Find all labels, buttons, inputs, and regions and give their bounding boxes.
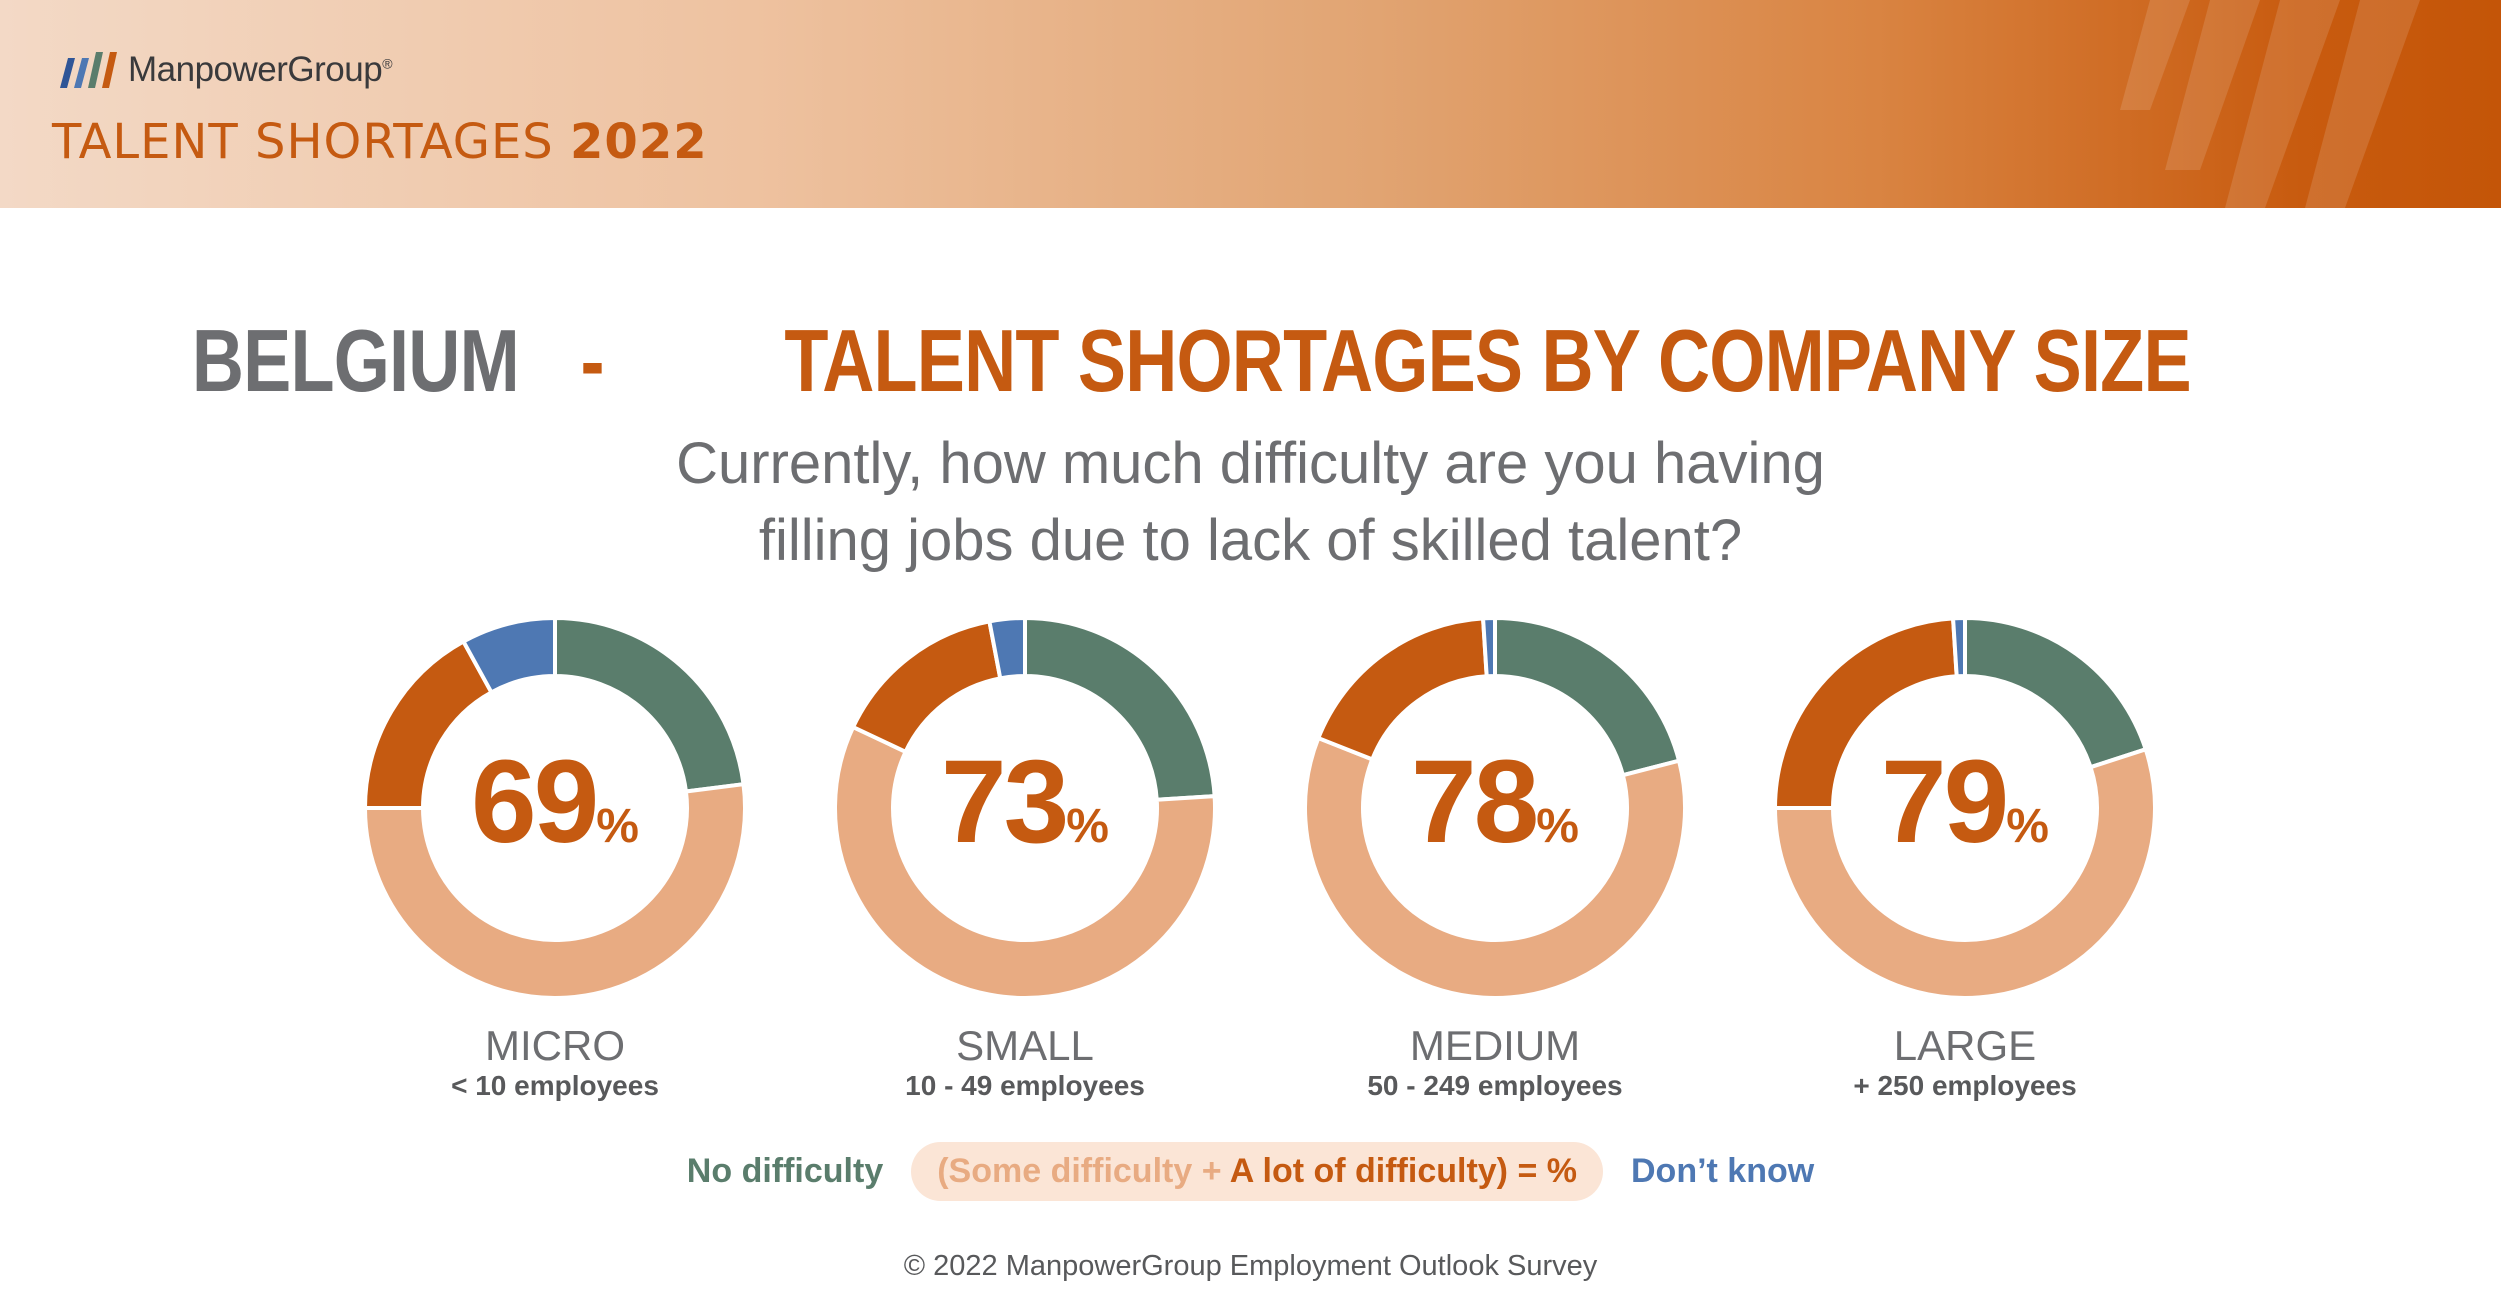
donut-total-value: 79 xyxy=(1881,736,2009,868)
donut-total-unit: % xyxy=(596,800,639,853)
donut-total-unit: % xyxy=(1536,800,1579,853)
category-label-small: SMALL xyxy=(956,1022,1094,1069)
banner-stripes-decoration xyxy=(2120,0,2420,208)
question-line-2: filling jobs due to lack of skilled tale… xyxy=(758,508,1743,573)
legend-difficulty-pill: (Some difficulty + A lot of difficulty) … xyxy=(911,1142,1603,1201)
legend-dont-know: Don’t know xyxy=(1631,1152,1815,1190)
donut-segment-small-some-difficulty xyxy=(833,724,1218,1000)
donut-segment-micro-dont-know xyxy=(460,615,557,696)
chart-title: BELGIUM - TALENT SHORTAGES BY COMPANY SI… xyxy=(0,310,2501,412)
donut-segment-large-dont-know xyxy=(1950,615,1967,679)
donut-total-unit: % xyxy=(1066,800,1109,853)
category-sublabel-large: + 250 employees xyxy=(1853,1070,2077,1101)
donut-segment-small-dont-know xyxy=(987,615,1027,681)
report-title: TALENT SHORTAGES 2022 xyxy=(52,114,708,170)
category-label-large: LARGE xyxy=(1893,1022,2037,1069)
footer-copyright: © 2022 ManpowerGroup Employment Outlook … xyxy=(903,1250,1598,1282)
donut-segment-small-lot-of-difficulty xyxy=(850,619,1003,755)
report-title-text: TALENT SHORTAGES xyxy=(52,114,554,170)
donut-total-unit: % xyxy=(2006,800,2049,853)
chart-legend: No difficulty (Some difficulty + A lot o… xyxy=(0,1142,2501,1201)
legend-equals-percent: = % xyxy=(1508,1152,1577,1190)
donut-total-value: 69 xyxy=(471,736,599,868)
category-sublabel-medium: 50 - 249 employees xyxy=(1367,1070,1623,1101)
question-line-1: Currently, how much difficulty are you h… xyxy=(676,431,1825,496)
legend-lot-of-difficulty: A lot of difficulty) xyxy=(1229,1152,1509,1190)
donut-total-large: 79% xyxy=(1815,734,2115,870)
chart-title-country: BELGIUM xyxy=(191,311,520,410)
brand-logo[interactable]: ManpowerGroup® xyxy=(54,48,393,92)
manpowergroup-logo-icon xyxy=(60,52,117,88)
chart-title-topic: TALENT SHORTAGES BY COMPANY SIZE xyxy=(784,311,2191,410)
legend-no-difficulty: No difficulty xyxy=(686,1152,884,1190)
chart-title-separator: - xyxy=(580,311,605,410)
donut-total-value: 73 xyxy=(941,736,1069,868)
legend-plus: + xyxy=(1192,1152,1230,1190)
donut-segment-micro-some-difficulty xyxy=(362,781,747,1000)
donut-total-micro: 69% xyxy=(405,734,705,870)
donut-segment-medium-some-difficulty xyxy=(1303,735,1687,1000)
category-sublabel-small: 10 - 49 employees xyxy=(905,1070,1145,1101)
donut-total-value: 78 xyxy=(1411,736,1539,868)
header-banner: ManpowerGroup® TALENT SHORTAGES 2022 xyxy=(0,0,2501,208)
brand-name: ManpowerGroup® xyxy=(128,50,393,89)
category-sublabel-micro: < 10 employees xyxy=(451,1070,659,1101)
survey-question: Currently, how much difficulty are you h… xyxy=(0,425,2501,579)
donut-total-medium: 78% xyxy=(1345,734,1645,870)
donut-segment-large-some-difficulty xyxy=(1772,746,2157,1000)
report-year: 2022 xyxy=(570,114,708,170)
category-label-micro: MICRO xyxy=(485,1022,625,1069)
donut-segment-medium-dont-know xyxy=(1480,615,1497,679)
category-label-medium: MEDIUM xyxy=(1409,1022,1581,1069)
donut-total-small: 73% xyxy=(875,734,1175,870)
legend-some-difficulty: (Some difficulty xyxy=(937,1152,1193,1190)
